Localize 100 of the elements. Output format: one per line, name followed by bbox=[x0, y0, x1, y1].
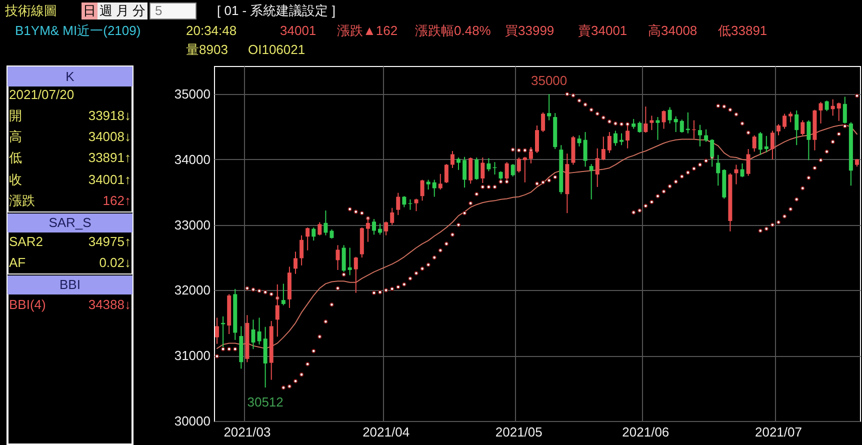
candlestick bbox=[650, 115, 654, 131]
candlestick bbox=[306, 226, 310, 251]
candlestick bbox=[776, 124, 780, 136]
text: [ 01 - 系統建議設定 ] bbox=[217, 3, 336, 18]
candlestick bbox=[462, 156, 467, 188]
candlestick bbox=[486, 158, 491, 172]
text: 5 bbox=[155, 3, 162, 18]
candlestick bbox=[620, 132, 624, 146]
candlestick bbox=[336, 244, 340, 270]
text: BBI bbox=[60, 277, 80, 292]
text: 高34008 bbox=[648, 23, 698, 38]
annotation: 35000 bbox=[530, 73, 568, 88]
candlestick bbox=[583, 132, 588, 168]
candlestick bbox=[348, 247, 352, 276]
candlestick bbox=[522, 156, 527, 183]
text: SAR2 bbox=[9, 234, 43, 249]
candlestick bbox=[330, 228, 334, 240]
candlestick bbox=[420, 179, 424, 202]
text: 量8903 bbox=[186, 42, 228, 57]
text: 低33891 bbox=[718, 23, 768, 38]
candlestick bbox=[746, 148, 750, 176]
candlestick bbox=[595, 148, 600, 188]
candlestick bbox=[535, 124, 539, 154]
candlestick bbox=[324, 210, 328, 236]
text: B1YM& MI近一(2109) bbox=[15, 23, 141, 38]
candlestick bbox=[541, 112, 546, 133]
text: 收 bbox=[9, 172, 22, 187]
text: 2021/07/20 bbox=[9, 87, 74, 102]
y-tick-label: 34000 bbox=[174, 152, 210, 167]
y-tick-label: 35000 bbox=[174, 86, 210, 102]
candlestick bbox=[414, 198, 418, 212]
x-tick-label: 2021/04 bbox=[362, 424, 410, 440]
candlestick bbox=[384, 221, 388, 236]
candlestick bbox=[589, 164, 594, 200]
candlestick bbox=[432, 179, 436, 198]
candlestick bbox=[342, 244, 346, 272]
candlestick bbox=[396, 192, 400, 216]
candlestick bbox=[516, 157, 521, 174]
text: K bbox=[66, 69, 75, 84]
candlestick bbox=[800, 120, 805, 136]
candlestick bbox=[770, 130, 774, 160]
candlestick bbox=[824, 100, 829, 112]
candlestick bbox=[830, 98, 835, 116]
candlestick bbox=[788, 111, 793, 123]
text: 162↑ bbox=[102, 193, 131, 208]
y-tick-label: 31000 bbox=[174, 348, 210, 364]
text: 34001 bbox=[280, 23, 316, 38]
candlestick bbox=[480, 157, 485, 184]
candlestick bbox=[474, 157, 479, 180]
candlestick bbox=[468, 157, 473, 184]
candlestick bbox=[426, 179, 430, 190]
text: 34388↓ bbox=[88, 297, 131, 312]
candlestick bbox=[668, 106, 672, 124]
candlestick bbox=[294, 251, 298, 274]
candlestick bbox=[680, 119, 684, 134]
candlestick bbox=[613, 130, 618, 146]
candlestick bbox=[450, 150, 454, 168]
candlestick bbox=[318, 222, 322, 236]
candlestick bbox=[510, 164, 515, 177]
text: 0.02↓ bbox=[99, 255, 131, 270]
text: 分 bbox=[132, 3, 146, 18]
candlestick bbox=[632, 118, 636, 130]
candlestick bbox=[716, 154, 720, 186]
text: 低 bbox=[9, 150, 22, 165]
text: 開 bbox=[9, 108, 22, 123]
text: 漲跌幅0.48% bbox=[415, 23, 492, 38]
text: 20:34:48 bbox=[186, 23, 237, 38]
text: 33918↓ bbox=[88, 108, 131, 123]
candlestick bbox=[704, 128, 708, 142]
candlestick bbox=[758, 132, 762, 156]
text: BBI(4) bbox=[9, 297, 46, 312]
candlestick bbox=[547, 94, 552, 121]
candlestick bbox=[794, 110, 799, 146]
y-tick-label: 32000 bbox=[174, 282, 210, 298]
candlestick bbox=[456, 157, 461, 170]
annotation: 30512 bbox=[247, 394, 284, 410]
candlestick bbox=[438, 173, 442, 190]
candlestick bbox=[662, 110, 666, 130]
candlestick bbox=[354, 256, 358, 294]
x-tick-label: 2021/07 bbox=[754, 424, 802, 440]
candlestick bbox=[806, 120, 811, 161]
candlestick bbox=[818, 101, 823, 124]
candlestick bbox=[674, 116, 678, 133]
text: 賣34001 bbox=[578, 23, 628, 38]
candlestick bbox=[257, 317, 262, 346]
candlestick bbox=[312, 226, 316, 242]
text: 漲跌 bbox=[9, 193, 35, 208]
candlestick bbox=[782, 113, 787, 130]
text: AF bbox=[9, 255, 26, 270]
candlestick bbox=[656, 116, 660, 140]
text: 技術線圖 bbox=[4, 3, 57, 18]
text: 33891↑ bbox=[88, 150, 131, 165]
text: 34975↑ bbox=[88, 234, 131, 249]
y-tick-label: 30000 bbox=[174, 414, 210, 428]
candlestick bbox=[607, 132, 612, 154]
text: 日 bbox=[83, 3, 96, 18]
candlestick bbox=[390, 207, 394, 226]
candlestick bbox=[764, 135, 768, 153]
candlestick bbox=[740, 162, 744, 178]
candlestick bbox=[444, 164, 448, 184]
